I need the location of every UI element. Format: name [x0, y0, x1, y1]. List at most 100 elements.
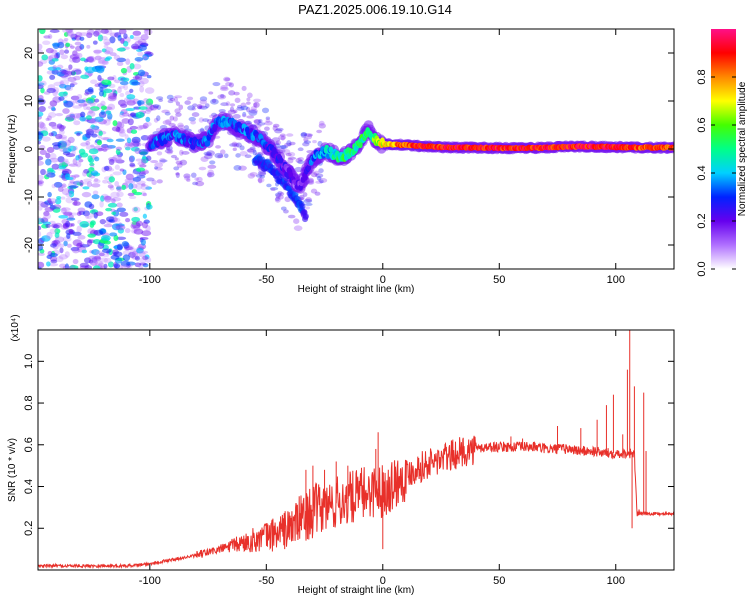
noise-blob [38, 134, 43, 142]
noise-blob [64, 265, 75, 269]
noise-blob [97, 147, 104, 152]
noise-blob [119, 80, 129, 86]
snr-marks [38, 330, 674, 570]
noise-blob [125, 180, 136, 185]
noise-blob [130, 129, 138, 134]
noise-blob [109, 52, 117, 57]
noise-blob [50, 243, 57, 248]
colorbar-ticks: 0.0 0.2 0.4 0.6 0.8 [696, 69, 736, 277]
noise-blob [92, 40, 98, 45]
noise-blob [108, 83, 116, 89]
noise-blob [259, 174, 266, 179]
noise-blob [83, 178, 92, 183]
noise-blob [83, 100, 92, 106]
noise-blob [109, 158, 120, 163]
noise-blob [120, 103, 128, 108]
noise-blob [84, 212, 90, 219]
noise-blob [234, 97, 241, 103]
noise-blob [128, 155, 135, 163]
y-tick-label: 0.4 [23, 479, 35, 494]
colorbar-tick-label: 0.8 [696, 69, 708, 84]
noise-blob [232, 147, 237, 152]
noise-blob [49, 205, 57, 210]
noise-blob [67, 76, 77, 83]
noise-blob [315, 180, 323, 184]
noise-blob [86, 106, 92, 111]
noise-blob [195, 180, 205, 187]
noise-blob [318, 120, 325, 126]
noise-blob [109, 36, 116, 44]
x-tick-label: -100 [139, 274, 161, 286]
noise-blob [204, 103, 210, 109]
noise-blob [91, 183, 101, 188]
spectrogram-marks [38, 29, 674, 269]
noise-blob [125, 173, 134, 181]
noise-blob [113, 217, 121, 223]
noise-blob [126, 137, 132, 144]
noise-blob [144, 87, 155, 94]
noise-blob [100, 100, 106, 107]
noise-blob [227, 109, 237, 115]
noise-blob [136, 100, 145, 105]
noise-blob [112, 171, 122, 176]
noise-blob [72, 239, 83, 247]
noise-blob [69, 180, 75, 184]
noise-blob [43, 35, 51, 39]
noise-blob [54, 198, 62, 205]
noise-blob [62, 93, 68, 98]
noise-blob [223, 153, 229, 159]
noise-blob [115, 159, 125, 164]
noise-blob [164, 111, 171, 116]
noise-blob [293, 225, 303, 231]
noise-blob [127, 118, 134, 126]
noise-blob [302, 142, 310, 147]
noise-blob [102, 195, 112, 201]
noise-blob [94, 29, 101, 36]
noise-blob [173, 166, 180, 171]
ridge-core [288, 171, 294, 179]
noise-blob [58, 165, 67, 170]
noise-blob [65, 86, 73, 92]
noise-blob [116, 121, 125, 129]
noise-blob [212, 81, 221, 87]
noise-blob [132, 76, 140, 80]
noise-blob [229, 143, 238, 147]
noise-blob [130, 43, 140, 50]
noise-blob [38, 160, 44, 166]
noise-blob [158, 157, 166, 164]
noise-blob [98, 252, 105, 257]
x-tick-label: 0 [380, 274, 386, 286]
noise-blob [126, 94, 136, 100]
noise-blob [39, 149, 47, 155]
noise-blob [316, 129, 323, 134]
noise-blob [65, 220, 71, 228]
noise-blob [139, 164, 147, 168]
noise-blob [67, 70, 73, 76]
noise-blob [61, 188, 71, 196]
noise-blob [100, 146, 109, 151]
noise-blob [39, 122, 46, 130]
noise-blob [139, 236, 149, 240]
noise-blob [76, 53, 83, 58]
noise-blob [39, 80, 47, 87]
noise-blob [280, 135, 285, 141]
noise-blob [132, 45, 141, 50]
noise-blob [284, 142, 292, 147]
noise-blob [67, 29, 74, 37]
noise-blob [60, 207, 67, 214]
noise-blob [275, 140, 282, 145]
colorbar-tick-label: 0.2 [696, 213, 708, 228]
noise-blob [170, 154, 178, 159]
noise-blob [120, 37, 125, 45]
noise-blob [318, 123, 326, 129]
noise-blob [51, 123, 56, 129]
noise-blob [120, 260, 131, 267]
snr-series-line [38, 435, 674, 570]
noise-blob [69, 54, 80, 60]
noise-blob [103, 38, 111, 46]
noise-blob [121, 241, 129, 247]
noise-blob [277, 191, 283, 195]
noise-blob [115, 224, 126, 231]
noise-blob [184, 100, 191, 105]
